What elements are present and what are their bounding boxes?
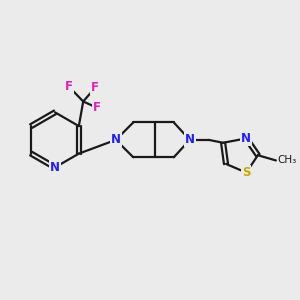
Text: F: F bbox=[93, 101, 101, 114]
Text: S: S bbox=[242, 166, 250, 179]
Text: N: N bbox=[241, 132, 251, 145]
Text: CH₃: CH₃ bbox=[277, 155, 296, 165]
Text: N: N bbox=[50, 161, 60, 174]
Text: F: F bbox=[65, 80, 73, 93]
Text: N: N bbox=[185, 134, 195, 146]
Text: F: F bbox=[92, 81, 99, 94]
Text: N: N bbox=[111, 134, 121, 146]
